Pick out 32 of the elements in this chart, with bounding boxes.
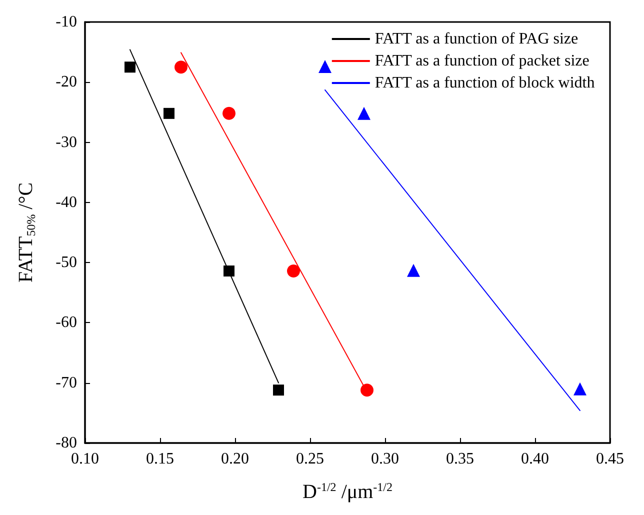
- y-tick-label: -60: [56, 314, 77, 332]
- x-tick-label: 0.25: [296, 450, 324, 468]
- y-tick-label: -30: [56, 134, 77, 151]
- legend-label: FATT as a function of packet size: [374, 52, 590, 70]
- point: [174, 60, 188, 74]
- x-tick-label: 0.40: [521, 450, 549, 468]
- y-tick-label: -40: [56, 194, 77, 211]
- legend-label: FATT as a function of PAG size: [374, 30, 578, 48]
- y-tick-label: -50: [56, 254, 77, 272]
- point: [360, 384, 374, 397]
- point: [358, 106, 370, 120]
- y-tick-label: -80: [56, 434, 77, 452]
- y-tick-label: -70: [56, 374, 77, 392]
- x-tick-label: 0.10: [71, 450, 99, 468]
- point: [574, 382, 586, 396]
- point: [287, 264, 300, 278]
- x-tick-label: 0.15: [146, 450, 174, 468]
- point: [318, 60, 332, 74]
- x-tick-label: 0.30: [371, 450, 399, 468]
- x-tick-label: 0.20: [221, 450, 249, 468]
- x-tick-label: 0.35: [446, 450, 474, 468]
- point: [224, 265, 234, 276]
- point: [407, 264, 420, 277]
- x-tick-label: 0.45: [596, 450, 624, 468]
- point: [273, 384, 284, 396]
- point: [164, 108, 174, 119]
- y-tick-label: -10: [56, 14, 77, 30]
- point: [222, 106, 236, 120]
- point: [124, 62, 136, 73]
- legend-label: FATT as a function of block width: [374, 74, 595, 92]
- y-axis-title: FATT50% /°C: [15, 182, 38, 283]
- y-tick-label: -20: [56, 74, 77, 91]
